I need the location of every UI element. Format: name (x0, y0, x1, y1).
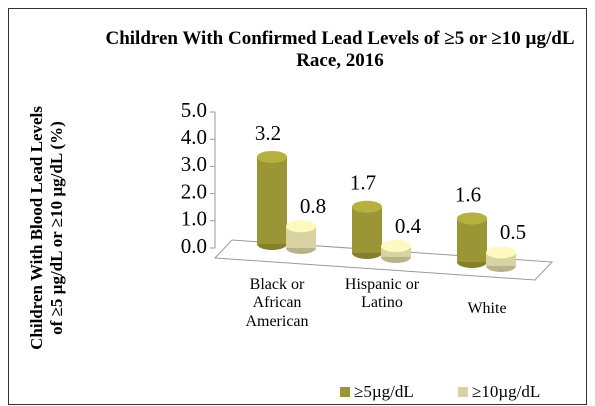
y-tick-label: 0.0 (181, 234, 207, 258)
y-tick-label: 1.0 (181, 207, 207, 231)
bar (352, 206, 382, 253)
x-tick-label: Black or African American (245, 276, 309, 330)
chart-frame (8, 8, 587, 405)
y-tick-label: 2.0 (181, 179, 207, 203)
data-label: 0.4 (395, 214, 422, 238)
bar (257, 156, 287, 244)
y-tick-label: 3.0 (181, 152, 207, 176)
floor (213, 239, 554, 281)
bar-top (257, 150, 287, 163)
data-label: 0.5 (500, 220, 526, 244)
x-tick-label: Hispanic or Latino (344, 276, 420, 312)
legend-swatch (340, 387, 350, 397)
chart-title: Children With Confirmed Lead Levels of ≥… (105, 28, 575, 71)
bar (286, 226, 316, 248)
data-label: 3.2 (255, 121, 281, 145)
data-label: 1.7 (350, 171, 376, 195)
bar-top (486, 246, 516, 259)
data-label: 0.8 (300, 194, 326, 218)
bar-top (352, 200, 382, 213)
bar-top (457, 212, 487, 225)
legend-label: ≥5µg/dL (354, 382, 414, 401)
bar-top (381, 240, 411, 253)
legend-label: ≥10µg/dL (472, 382, 540, 401)
data-label: 1.6 (455, 182, 481, 206)
y-tick-label: 4.0 (181, 125, 207, 149)
bar-top (286, 220, 316, 233)
y-axis-label: Children With Blood Lead Levels of ≥5 µg… (27, 106, 66, 350)
bar (457, 218, 487, 262)
x-tick-label: White (467, 300, 507, 317)
legend-swatch (458, 387, 468, 397)
y-tick-label: 5.0 (181, 98, 207, 122)
